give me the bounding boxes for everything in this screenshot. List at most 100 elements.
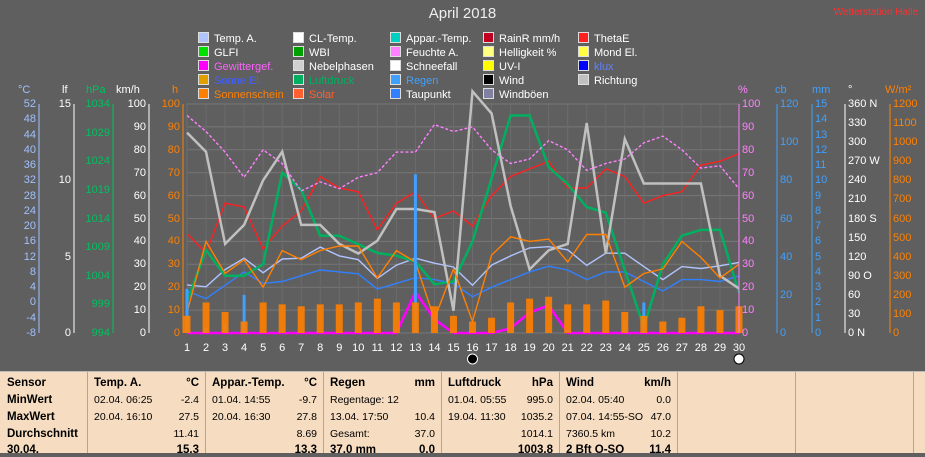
- legend-item[interactable]: CL-Temp.: [293, 32, 357, 45]
- axis-header: mm: [812, 84, 831, 96]
- table-cell-info: 7360.5 km: [566, 428, 616, 440]
- legend-item[interactable]: Sonnenschein: [198, 88, 284, 101]
- axis-tick-label: 70: [167, 166, 180, 179]
- axis-tick-label: 16: [23, 235, 36, 248]
- legend-swatch: [293, 74, 304, 85]
- legend-item[interactable]: Nebelphasen: [293, 60, 374, 73]
- table-cell-value: 10.2: [650, 428, 671, 440]
- legend-label: Luftdruck: [309, 75, 355, 87]
- x-tick-label: 17: [485, 342, 497, 354]
- legend-item[interactable]: Taupunkt: [390, 88, 451, 101]
- legend-label: Gewittergef.: [214, 61, 274, 73]
- solar-bar: [716, 310, 724, 333]
- axis-header: km/h: [116, 84, 140, 96]
- legend-swatch: [293, 88, 304, 99]
- solar-bar: [469, 321, 477, 333]
- legend-item[interactable]: klux: [578, 60, 614, 73]
- legend-item[interactable]: WBI: [293, 46, 330, 59]
- solar-bar: [526, 298, 534, 333]
- legend-item[interactable]: UV-I: [483, 60, 520, 73]
- table-cell-value: 1003.8: [517, 444, 553, 456]
- axis-tick-label: 36: [23, 159, 36, 172]
- table-label-column: Sensor MinWert MaxWert Durchschnitt 30.04.: [0, 372, 88, 456]
- solar-bar: [621, 312, 629, 333]
- axis-tick-label: 90: [167, 120, 180, 133]
- legend-item[interactable]: Helligkeit %: [483, 46, 556, 59]
- legend-swatch: [390, 88, 401, 99]
- legend-label: ThetaE: [594, 33, 630, 45]
- x-tick-label: 14: [428, 342, 440, 354]
- legend-item[interactable]: Gewittergef.: [198, 60, 273, 73]
- x-tick-label: 21: [562, 342, 574, 354]
- legend-item[interactable]: Regen: [390, 74, 438, 87]
- axis-tick-label: 3: [815, 281, 822, 294]
- legend-swatch: [198, 60, 209, 71]
- axis-tick-label: 100: [893, 307, 912, 320]
- x-tick-label: 26: [657, 342, 669, 354]
- table-row-label: MinWert: [7, 394, 53, 406]
- legend-item[interactable]: Wind: [483, 74, 524, 87]
- solar-bar: [240, 321, 248, 333]
- solar-bar: [430, 306, 438, 333]
- legend-swatch: [293, 60, 304, 71]
- solar-bar: [202, 302, 210, 333]
- legend-item[interactable]: Luftdruck: [293, 74, 354, 87]
- axis-tick-label: 100: [127, 98, 146, 110]
- axis-tick-label: -8: [26, 327, 36, 339]
- legend-item[interactable]: Mond El.: [578, 46, 637, 59]
- legend-label: Sonne El.: [214, 75, 262, 87]
- legend-label: Feuchte A.: [406, 47, 459, 59]
- table-cell-value: 37.0: [414, 428, 435, 440]
- legend-item[interactable]: Solar: [293, 88, 335, 101]
- legend-item[interactable]: Windböen: [483, 88, 549, 101]
- axis-tick-label: 10: [58, 174, 71, 187]
- axis-tick-label: 60: [167, 189, 180, 202]
- axis-tick-label: 10: [742, 304, 755, 317]
- table-row-label: Durchschnitt: [7, 428, 78, 440]
- table-cell-info: 01.04. 14:55: [212, 394, 271, 406]
- series-line-richtung: [186, 88, 740, 311]
- axis-tick-label: 0: [893, 327, 900, 339]
- legend-item[interactable]: Appar.-Temp.: [390, 32, 471, 45]
- axis-tick-label: 120: [780, 98, 799, 110]
- axis-tick-label: 20: [23, 220, 36, 233]
- table-cell-value: 15.3: [176, 444, 199, 456]
- solar-bar: [297, 306, 305, 333]
- legend-item[interactable]: Feuchte A.: [390, 46, 459, 59]
- axis-tick-label: 400: [893, 250, 912, 263]
- legend-item[interactable]: Sonne El.: [198, 74, 262, 87]
- solar-bar: [449, 315, 457, 333]
- x-tick-label: 27: [676, 342, 688, 354]
- legend-item[interactable]: RainR mm/h: [483, 32, 560, 45]
- solar-bar: [545, 296, 553, 333]
- legend-swatch: [483, 74, 494, 85]
- legend-item[interactable]: ThetaE: [578, 32, 629, 45]
- legend-item[interactable]: GLFI: [198, 46, 238, 59]
- legend-item[interactable]: Temp. A.: [198, 32, 257, 45]
- summary-table: Sensor MinWert MaxWert Durchschnitt 30.04. Te…: [0, 371, 925, 456]
- legend-item[interactable]: Schneefall: [390, 60, 457, 73]
- table-cell-value: 8.69: [296, 428, 317, 440]
- legend-label: Regen: [406, 75, 439, 87]
- axis-tick-label: 80: [133, 143, 146, 156]
- axis-tick-label: 20: [780, 288, 793, 301]
- axis-tick-label: 10: [133, 304, 146, 317]
- axis-tick-label: 100: [161, 98, 180, 110]
- legend-label: RainR mm/h: [499, 33, 561, 45]
- table-cell-info: 02.04. 06:25: [94, 394, 153, 406]
- axis-tick-label: 70: [133, 166, 146, 179]
- axis-tick-label: 70: [742, 166, 755, 179]
- axis-tick-label: 80: [780, 174, 793, 187]
- axis-tick-label: 40: [133, 235, 146, 248]
- axis-header: °: [848, 84, 853, 96]
- x-tick-label: 13: [409, 342, 421, 354]
- legend-item[interactable]: Richtung: [578, 74, 637, 87]
- axis-tick-label: 52: [23, 98, 36, 110]
- axis-tick-label: 330: [848, 117, 867, 130]
- axis-tick-label: 180 S: [848, 212, 877, 225]
- x-tick-label: 5: [260, 342, 266, 354]
- x-tick-label: 11: [372, 342, 383, 354]
- table-section-unit: hPa: [531, 377, 553, 389]
- table-section-unit: °C: [304, 377, 317, 389]
- table-cell-info: Gesamt:: [330, 428, 370, 440]
